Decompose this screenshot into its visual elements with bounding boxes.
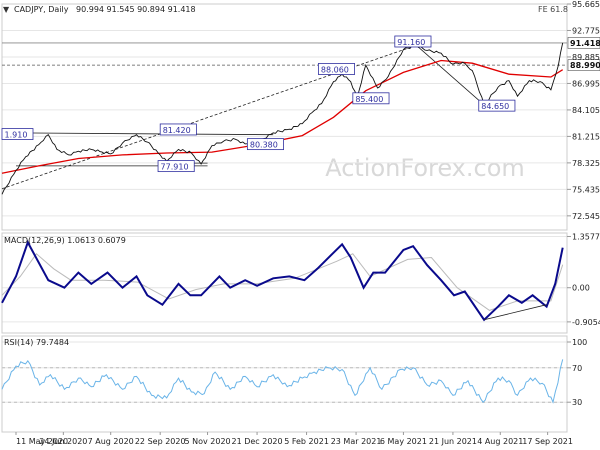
x-tick-label: 5 Nov 2020: [184, 437, 230, 446]
y-axis: 95.665 92.775 89.885 86.995 84.105 81.215 78.3…: [567, 0, 600, 407]
macd-tick-label: -0.9054: [572, 318, 600, 327]
price-annotation-label: 84.650: [481, 102, 509, 111]
x-tick-label: 24 Jun 2020: [39, 437, 87, 446]
price-annotation-box: [478, 99, 516, 112]
macd-divergence-line: [484, 304, 547, 321]
x-tick-label: 17 Sep 2021: [522, 437, 573, 446]
macd-tick-label: 1.3577: [572, 232, 600, 241]
x-tick-label: 11 May 2020: [16, 437, 68, 446]
x-tick-label: 23 Mar 2021: [331, 437, 382, 446]
trend-line: [15, 132, 274, 136]
rsi-tick-label: 100: [572, 338, 587, 347]
price-annotation-label: 85.400: [355, 95, 383, 104]
moving-average-line: [1, 59, 564, 174]
panel-frame-0: [1, 3, 568, 231]
collapse-triangle-icon[interactable]: ▼: [3, 5, 10, 14]
watermark: ActionForex.com: [325, 154, 525, 182]
rsi-title: RSI(14) 79.7484: [4, 338, 69, 347]
trend-line: [416, 44, 485, 106]
macd-panel: [1, 239, 564, 322]
price-annotation-box: [1, 128, 34, 140]
ohlc-values: 90.994 91.545 90.894 91.418: [76, 5, 196, 14]
price-tick-label: 81.215: [572, 132, 600, 141]
price-tick-label: 86.995: [572, 79, 600, 88]
x-tick-label: 6 May 2021: [380, 437, 427, 446]
rsi-tick-label: 30: [572, 398, 582, 407]
macd-title: MACD(12,26,9) 1.0613 0.6079: [4, 236, 126, 245]
rsi-line: [1, 359, 564, 404]
price-value-badge-label: 91.418: [570, 39, 600, 48]
x-tick-label: 5 Feb 2021: [284, 437, 329, 446]
price-annotation-box: [317, 63, 355, 75]
price-tick-label: 72.545: [572, 212, 600, 221]
macd-tick-label: 0.00: [572, 284, 590, 293]
price-tick-label: 84.105: [572, 106, 600, 115]
price-annotation-label: 81.420: [163, 126, 191, 135]
panel-frame-1: [1, 232, 568, 334]
price-annotation-box: [394, 35, 432, 48]
price-tick-label: 78.325: [572, 159, 600, 168]
price-value-badge-label: 88.990: [570, 61, 600, 70]
price-annotation-label: 80.380: [250, 141, 278, 150]
price-tick-label: 95.665: [572, 0, 600, 9]
macd-header: MACD(12,26,9) 1.0613 0.6079: [4, 236, 126, 245]
rsi-header: RSI(14) 79.7484: [4, 338, 69, 347]
price-annotation-label: 77.910: [161, 163, 189, 172]
rsi-tick-label: 70: [572, 364, 582, 373]
rsi-panel: [1, 359, 564, 404]
price-tick-label: 92.775: [572, 26, 600, 35]
symbol-label: CADJPY, Daily: [14, 5, 69, 14]
price-annotation-box: [352, 92, 390, 105]
price-panel: 1.910 81.420 77.910 80.380 88.060 85.400 91.16…: [1, 35, 600, 195]
price-tick-label: 89.885: [572, 53, 600, 62]
price-annotation-box: [159, 123, 197, 136]
price-value-badge: [567, 59, 600, 71]
panel-frame-2: [1, 335, 568, 433]
panel-borders: [1, 3, 568, 433]
x-tick-label: 21 Jun 2021: [429, 437, 477, 446]
price-annotation-box: [157, 160, 195, 173]
x-tick-label: 21 Dec 2020: [232, 437, 283, 446]
grid: [2, 3, 567, 403]
macd-signal-line: [1, 253, 564, 311]
price-value-badge: [567, 37, 600, 49]
price-annotation-label: 88.060: [321, 65, 349, 74]
chart-header: ▼ CADJPY, Daily 90.994 91.545 90.894 91.…: [3, 5, 568, 14]
x-tick-label: 22 Sep 2020: [135, 437, 186, 446]
price-tick-label: 75.435: [572, 185, 600, 194]
price-line: [1, 42, 564, 195]
price-annotation-label: 91.160: [397, 38, 425, 47]
price-annotation-box: [246, 138, 284, 151]
price-annotation-label: 1.910: [5, 131, 28, 140]
x-tick-label: 7 Aug 2020: [88, 437, 134, 446]
x-tick-label: 4 Aug 2021: [477, 437, 523, 446]
macd-line: [1, 239, 564, 322]
fib-label: FE 61.8: [538, 5, 568, 14]
